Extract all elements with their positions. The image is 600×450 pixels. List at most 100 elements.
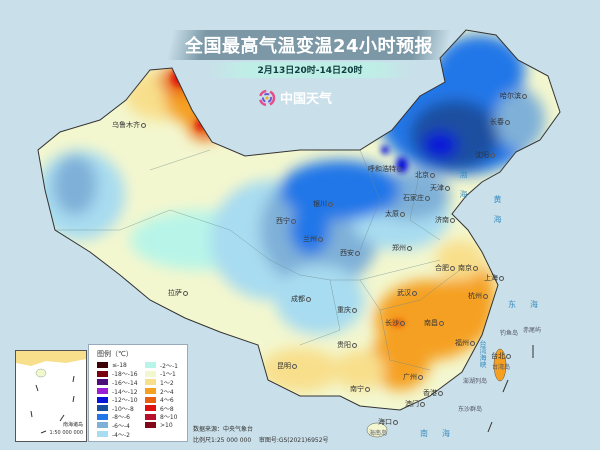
- legend-swatch: [145, 362, 156, 369]
- map-scale-approval: 比例尺1:25 000 000 审图号:GS(2021)6952号: [193, 437, 329, 444]
- inset-map: [16, 351, 86, 434]
- legend-item: 4～6: [145, 395, 178, 404]
- city-label: 乌鲁木齐: [112, 120, 146, 130]
- city-label: 昆明: [277, 361, 297, 371]
- city-label: 广州: [403, 372, 423, 382]
- city-label: 沈阳: [475, 150, 495, 160]
- legend-label: -12～-10: [112, 397, 138, 405]
- island-label: 东沙群岛: [458, 406, 483, 413]
- sea-label-bohai: 渤海: [459, 170, 468, 210]
- city-label: 贵阳: [337, 340, 357, 350]
- legend-label: -14～-12: [112, 388, 138, 396]
- legend-swatch: [97, 370, 108, 377]
- legend-item: -8～-6: [97, 413, 138, 422]
- legend-swatch: [97, 413, 108, 420]
- city-label: 成都: [291, 294, 311, 304]
- nine-dash-line: [487, 421, 493, 433]
- city-label: 西宁: [276, 216, 296, 226]
- city-label: 北京: [415, 170, 435, 180]
- city-label: 重庆: [337, 305, 357, 315]
- legend-swatch: [145, 413, 156, 420]
- legend-label: -1～1: [160, 371, 176, 379]
- page-title: 全国最高气温变温24小时预报: [184, 36, 434, 57]
- legend-item: -2～-1: [145, 361, 178, 370]
- legend-swatch: [145, 422, 156, 429]
- legend-label: -10～-8: [112, 405, 134, 413]
- legend-item: -4～-2: [97, 430, 138, 439]
- city-label: 拉萨: [168, 288, 188, 298]
- legend-label: ≤-18: [112, 361, 127, 369]
- data-source: 数据来源：中央气象台: [193, 426, 254, 433]
- country-border: [37, 29, 561, 411]
- legend-label: -16～-14: [112, 379, 138, 387]
- city-label: 香港: [423, 388, 443, 398]
- legend-item: 8～10: [145, 413, 178, 422]
- legend-swatch: [145, 405, 156, 412]
- city-label: 台北: [491, 351, 511, 361]
- nine-dash-line: [502, 379, 509, 393]
- city-label: 武汉: [397, 288, 417, 298]
- legend-label: 4～6: [160, 397, 174, 405]
- south-china-sea-inset: 南海诸岛 1:50 000 000: [15, 350, 87, 442]
- inset-scale: 1:50 000 000: [49, 430, 84, 436]
- legend-label: 8～10: [160, 414, 178, 422]
- legend: 图例（℃） ≤-18 -18～-16 -16～-14 -14～-12 -12～-10 -1…: [88, 344, 188, 442]
- legend-item: ≤-18: [97, 361, 138, 370]
- legend-item: >10: [145, 421, 178, 430]
- legend-label: -6～-4: [112, 422, 130, 430]
- legend-label: 1～2: [160, 379, 174, 387]
- legend-swatch: [97, 379, 108, 386]
- sea-label-east-sea: 东海: [508, 300, 552, 309]
- city-label: 南昌: [424, 318, 444, 328]
- island-label: 台湾岛: [492, 364, 511, 371]
- city-label: 澳门: [405, 399, 425, 409]
- city-label: 太原: [385, 209, 405, 219]
- island-label: 海南岛: [369, 430, 388, 437]
- legend-item: -18～-16: [97, 370, 138, 379]
- city-label: 西安: [340, 248, 360, 258]
- sea-label-taiwan-strait: 台湾海峡: [479, 340, 487, 368]
- legend-item: -6～-4: [97, 421, 138, 430]
- legend-swatch: [145, 379, 156, 386]
- city-label: 石家庄: [403, 193, 430, 203]
- inset-title: 南海诸岛: [62, 422, 83, 428]
- city-label: 哈尔滨: [500, 91, 527, 101]
- city-label: 银川: [313, 199, 333, 209]
- city-label: 上海: [484, 273, 504, 283]
- city-label: 福州: [455, 338, 475, 348]
- legend-swatch: [97, 388, 108, 395]
- legend-item: 6～8: [145, 404, 178, 413]
- legend-label: -4～-2: [112, 431, 130, 439]
- legend-item: 1～2: [145, 378, 178, 387]
- legend-swatch: [97, 362, 108, 369]
- city-label: 天津: [430, 183, 450, 193]
- legend-label: -18～-16: [112, 371, 138, 379]
- swirl-logo-icon: [258, 89, 276, 106]
- legend-swatch: [97, 422, 108, 429]
- legend-label: 6～8: [160, 405, 174, 413]
- sea-label-yellow-sea: 黄海: [493, 195, 502, 235]
- brand-logo: 中国天气: [258, 88, 332, 107]
- city-label: 济南: [435, 215, 455, 225]
- legend-item: -14～-12: [97, 387, 138, 396]
- legend-title: 图例（℃）: [97, 350, 133, 358]
- city-label: 郑州: [392, 243, 412, 253]
- city-label: 海口: [378, 417, 398, 427]
- city-label: 长春: [490, 117, 510, 127]
- subtitle-banner: [205, 62, 415, 78]
- legend-label: 2～4: [160, 388, 174, 396]
- legend-label: -8～-6: [112, 414, 130, 422]
- legend-item: -1～1: [145, 370, 178, 379]
- island-label: 钓鱼岛: [500, 330, 519, 337]
- city-label: 南宁: [350, 384, 370, 394]
- island-label: 澎湖列岛: [463, 378, 488, 385]
- brand-name: 中国天气: [280, 92, 333, 107]
- legend-label: -2～-1: [160, 362, 178, 370]
- island-label: 赤尾屿: [523, 327, 542, 334]
- sea-label-south-sea: 南海: [420, 429, 464, 438]
- legend-swatch: [145, 388, 156, 395]
- legend-item: -12～-10: [97, 395, 138, 404]
- city-label: 合肥: [435, 263, 455, 273]
- province-borders: [55, 149, 461, 371]
- legend-swatch: [97, 396, 108, 403]
